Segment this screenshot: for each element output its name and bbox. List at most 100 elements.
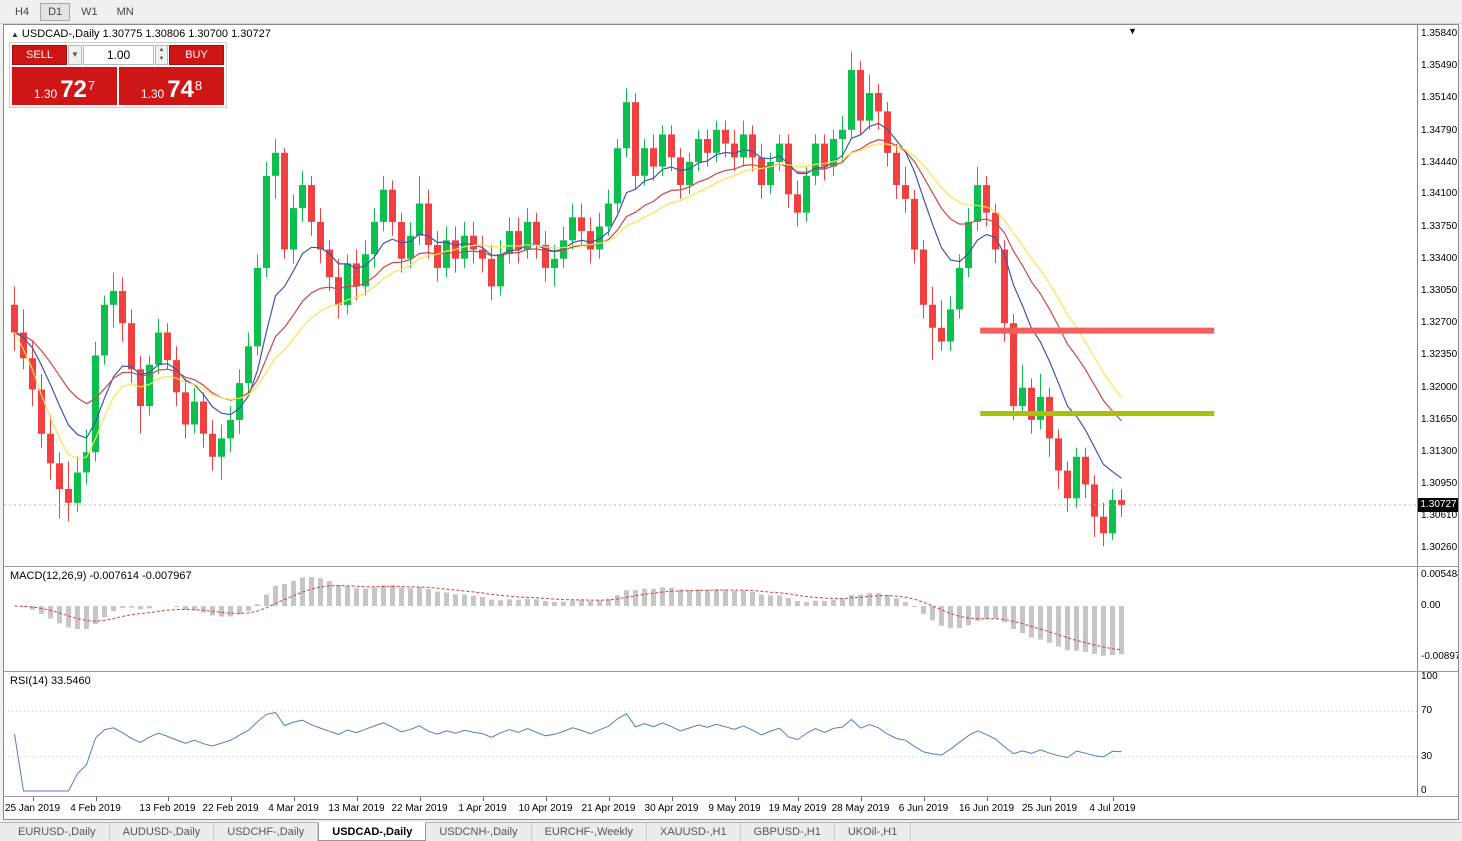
timeframe-toolbar: H4 D1 W1 MN — [0, 0, 1462, 24]
date-axis-label: 4 Jul 2019 — [1089, 803, 1136, 814]
panel-separator[interactable] — [4, 671, 1458, 672]
spinner-up-icon[interactable]: ▲ — [158, 47, 165, 53]
timeframe-button-h4[interactable]: H4 — [15, 5, 30, 18]
price-axis-label: 1.32350 — [1421, 349, 1458, 360]
buy-quote[interactable]: 1.30 74 8 — [119, 67, 224, 105]
price-axis-label: 1.31300 — [1421, 446, 1458, 457]
date-axis-label: 9 May 2019 — [708, 803, 761, 814]
rsi-axis-label: 30 — [1421, 751, 1433, 762]
panel-separator — [4, 796, 1458, 797]
sell-price-pips: 72 — [60, 76, 87, 103]
date-axis-label: 22 Mar 2019 — [391, 803, 448, 814]
price-axis-label: 1.33400 — [1421, 253, 1458, 264]
date-axis-label: 16 Jun 2019 — [958, 803, 1015, 814]
date-axis-label: 22 Feb 2019 — [202, 803, 259, 814]
chart-tab-usdchf[interactable]: USDCHF-,Daily — [214, 823, 319, 841]
date-axis: 25 Jan 2019 4 Feb 2019 13 Feb 2019 22 Feb 2… — [4, 797, 1419, 819]
volume-dropdown-icon[interactable]: ▼ — [68, 45, 82, 65]
current-price-tag: 1.30727 — [1418, 498, 1458, 512]
chart-tab-ukoil[interactable]: UKOil-,H1 — [835, 823, 912, 841]
date-tick — [230, 797, 232, 801]
buy-price-figure: 1.30 — [140, 87, 165, 101]
macd-signal-line — [14, 585, 1122, 651]
date-tick — [923, 797, 925, 801]
chart-shift-marker-icon[interactable]: ▼ — [1128, 26, 1137, 36]
chart-tab-audusd[interactable]: AUDUSD-,Daily — [110, 823, 215, 841]
price-axis-label: 1.32700 — [1421, 317, 1458, 328]
rsi-axis-label: 100 — [1421, 671, 1438, 682]
price-axis-label: 1.31650 — [1421, 414, 1458, 425]
date-axis-label: 13 Feb 2019 — [139, 803, 196, 814]
chart-window: ▲ USDCAD-,Daily 1.30775 1.30806 1.30700 1… — [3, 24, 1459, 820]
date-axis-label: 13 Mar 2019 — [328, 803, 385, 814]
price-axis-label: 1.30610 — [1421, 510, 1458, 521]
macd-indicator-title: MACD(12,26,9) -0.007614 -0.007967 — [10, 570, 192, 582]
price-axis-label: 1.30260 — [1421, 542, 1458, 553]
chart-tab-eurchf[interactable]: EURCHF-,Weekly — [532, 823, 647, 841]
date-tick — [95, 797, 97, 801]
price-axis-label: 1.34440 — [1421, 157, 1458, 168]
price-axis-label: 1.34790 — [1421, 125, 1458, 136]
date-tick — [860, 797, 862, 801]
chart-tab-xauusd[interactable]: XAUUSD-,H1 — [647, 823, 741, 841]
date-axis-label: 4 Mar 2019 — [268, 803, 319, 814]
macd-axis-label: 0.005484 — [1421, 569, 1459, 580]
date-tick — [986, 797, 988, 801]
ma-slow-line — [13, 143, 1122, 460]
sell-quote[interactable]: 1.30 72 7 — [12, 67, 117, 105]
timeframe-button-w1[interactable]: W1 — [81, 5, 98, 18]
chart-tab-bar: EURUSD-,Daily AUDUSD-,Daily USDCHF-,Daily U… — [0, 822, 1462, 841]
chart-tab-usdcnh[interactable]: USDCNH-,Daily — [426, 823, 532, 841]
volume-input[interactable] — [83, 45, 154, 65]
date-tick — [482, 797, 484, 801]
date-axis-label: 28 May 2019 — [831, 803, 890, 814]
sell-price-figure: 1.30 — [33, 87, 58, 101]
price-axis: 1.30727 1.35840 1.35490 1.35140 1.34790 1.34… — [1417, 25, 1458, 797]
date-tick — [167, 797, 169, 801]
macd-axis-label: -0.00897 — [1421, 651, 1459, 662]
sell-price-point: 7 — [87, 78, 96, 93]
rsi-axis-label: 0 — [1421, 785, 1427, 796]
date-axis-label: 10 Apr 2019 — [518, 803, 573, 814]
timeframe-button-mn[interactable]: MN — [116, 5, 134, 18]
price-axis-label: 1.35490 — [1421, 60, 1458, 71]
price-axis-label: 1.35140 — [1421, 92, 1458, 103]
date-tick — [293, 797, 295, 801]
timeframe-button-d1[interactable]: D1 — [40, 2, 71, 21]
candles-layer — [11, 51, 1125, 547]
date-axis-label: 6 Jun 2019 — [898, 803, 949, 814]
date-tick — [797, 797, 799, 801]
price-axis-label: 1.35840 — [1421, 28, 1458, 39]
price-chart-canvas[interactable] — [4, 25, 1419, 797]
buy-price-pips: 74 — [167, 76, 194, 103]
date-tick — [356, 797, 358, 801]
chart-ohlc-values: 1.30775 1.30806 1.30700 1.30727 — [102, 28, 271, 40]
sell-button[interactable]: SELL — [12, 45, 67, 65]
price-axis-label: 1.32000 — [1421, 382, 1458, 393]
date-tick — [608, 797, 610, 801]
chart-tab-gbpusd[interactable]: GBPUSD-,H1 — [741, 823, 835, 841]
spinner-down-icon[interactable]: ▼ — [158, 56, 165, 62]
macd-axis-label: 0.00 — [1421, 600, 1441, 611]
price-axis-label: 1.33750 — [1421, 221, 1458, 232]
macd-histogram — [21, 577, 1124, 656]
date-tick — [1049, 797, 1051, 801]
price-axis-label: 1.34100 — [1421, 188, 1458, 199]
chart-tab-eurusd[interactable]: EURUSD-,Daily — [5, 823, 110, 841]
date-tick — [545, 797, 547, 801]
rsi-axis-label: 70 — [1421, 705, 1433, 716]
symbol-up-arrow-icon: ▲ — [11, 30, 19, 39]
chart-symbol-label: USDCAD-,Daily — [21, 28, 100, 40]
ma-mid-line — [14, 139, 1122, 422]
date-tick — [734, 797, 736, 801]
buy-price-point: 8 — [194, 78, 203, 93]
chart-tab-usdcad[interactable]: USDCAD-,Daily — [318, 822, 427, 841]
volume-spinner[interactable]: ▲ ▼ — [155, 45, 168, 65]
chart-header: ▲ USDCAD-,Daily 1.30775 1.30806 1.30700 1… — [11, 28, 271, 40]
panel-separator[interactable] — [4, 566, 1458, 567]
rsi-indicator-title: RSI(14) 33.5460 — [10, 675, 91, 687]
buy-button[interactable]: BUY — [169, 45, 224, 65]
